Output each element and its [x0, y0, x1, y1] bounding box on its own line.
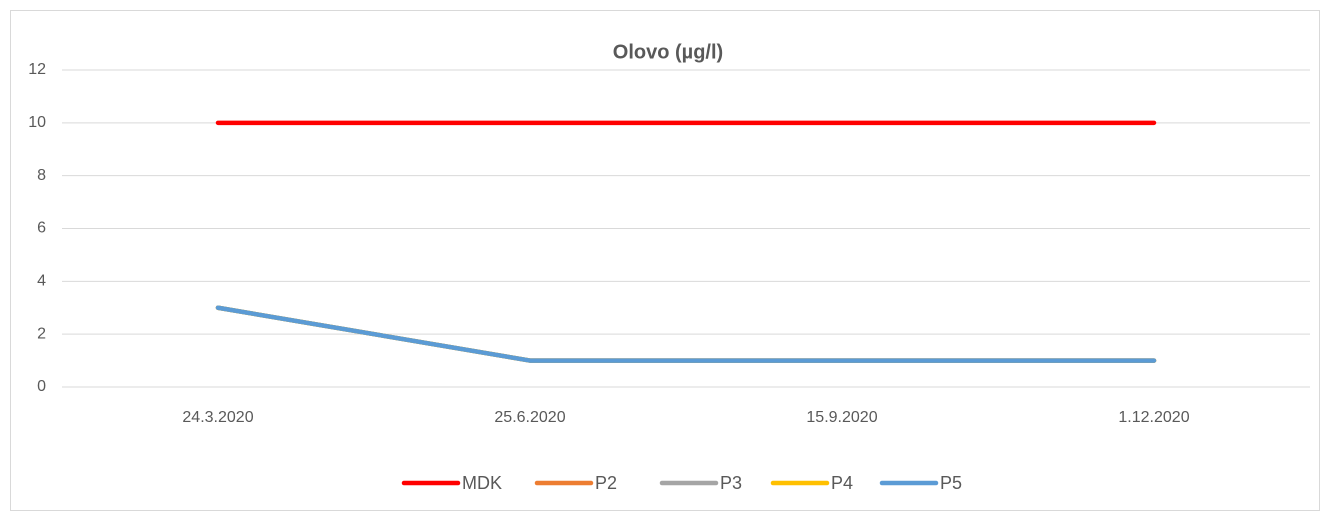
chart-title: Olovo (µg/l)	[613, 41, 723, 63]
y-tick-label: 2	[37, 325, 46, 342]
x-tick-label: 24.3.2020	[182, 409, 253, 426]
x-tick-label: 15.9.2020	[806, 409, 877, 426]
legend-label: MDK	[462, 473, 502, 493]
series-line	[215, 305, 1157, 363]
x-tick-label: 1.12.2020	[1118, 409, 1189, 426]
y-tick-label: 12	[28, 61, 46, 78]
y-tick-label: 6	[37, 220, 46, 237]
legend-label: P2	[595, 473, 617, 493]
y-tick-label: 4	[37, 273, 46, 290]
legend-label: P3	[720, 473, 742, 493]
y-tick-label: 0	[37, 378, 46, 395]
legend-label: P4	[831, 473, 853, 493]
legend-label: P5	[940, 473, 962, 493]
y-tick-label: 10	[28, 114, 46, 131]
y-tick-label: 8	[37, 167, 46, 184]
x-tick-label: 25.6.2020	[494, 409, 565, 426]
chart-border	[10, 10, 1320, 511]
